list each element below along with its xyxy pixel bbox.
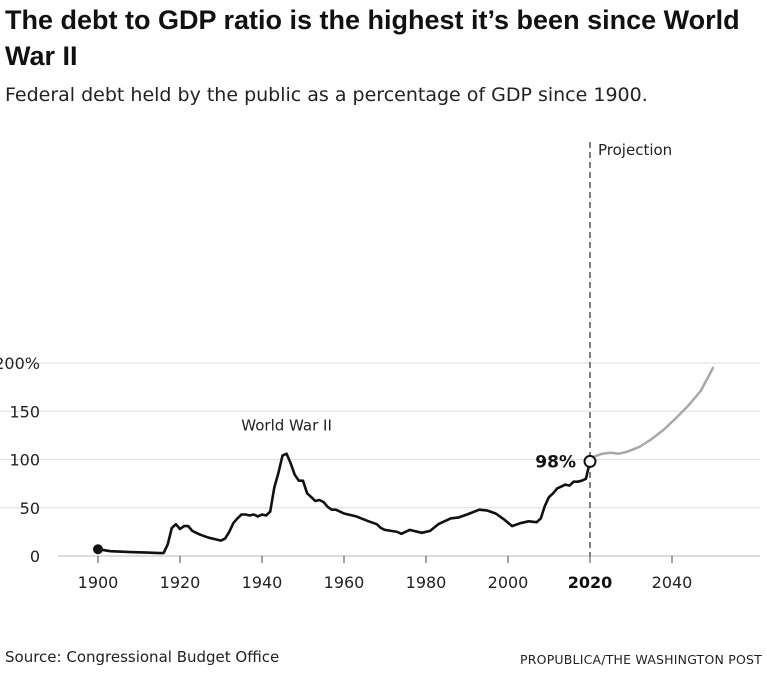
debt-to-gdp-line-chart: 0 50 100 150 200% 1900 1920 1940 1960 1980 2000 20… <box>0 141 760 592</box>
source-note: Source: Congressional Budget Office <box>5 648 280 666</box>
start-point-marker <box>93 544 103 555</box>
y-tick-label: 200% <box>0 354 40 373</box>
y-tick-label: 0 <box>30 547 40 566</box>
x-axis-ticks: 1900 1920 1940 1960 1980 2000 2020 2040 <box>78 556 693 592</box>
chart-subtitle: Federal debt held by the public as a per… <box>5 84 648 106</box>
x-tick-label: 1960 <box>324 573 365 592</box>
current-value-marker <box>583 454 597 468</box>
x-tick-label: 1900 <box>78 573 119 592</box>
x-tick-label: 2020 <box>568 573 613 592</box>
chart-title: The debt to GDP ratio is the highest it’… <box>5 5 740 71</box>
current-value-label: 98% <box>535 452 576 472</box>
x-tick-label: 1920 <box>160 573 201 592</box>
x-tick-label: 1980 <box>406 573 447 592</box>
credit-line: PROPUBLICA/THE WASHINGTON POST <box>520 652 762 667</box>
gridlines <box>0 362 760 557</box>
y-tick-label: 150 <box>9 402 40 421</box>
x-tick-label: 1940 <box>242 573 283 592</box>
world-war-ii-label: World War II <box>241 417 332 435</box>
x-tick-label: 2040 <box>652 573 693 592</box>
projection-series-line <box>588 366 715 463</box>
y-tick-label: 100 <box>9 451 40 470</box>
projection-label: Projection <box>598 141 672 159</box>
historical-series-line <box>96 452 592 555</box>
y-tick-label: 50 <box>20 499 40 518</box>
x-tick-label: 2000 <box>488 573 529 592</box>
y-axis-ticks: 0 50 100 150 200% <box>0 354 40 566</box>
